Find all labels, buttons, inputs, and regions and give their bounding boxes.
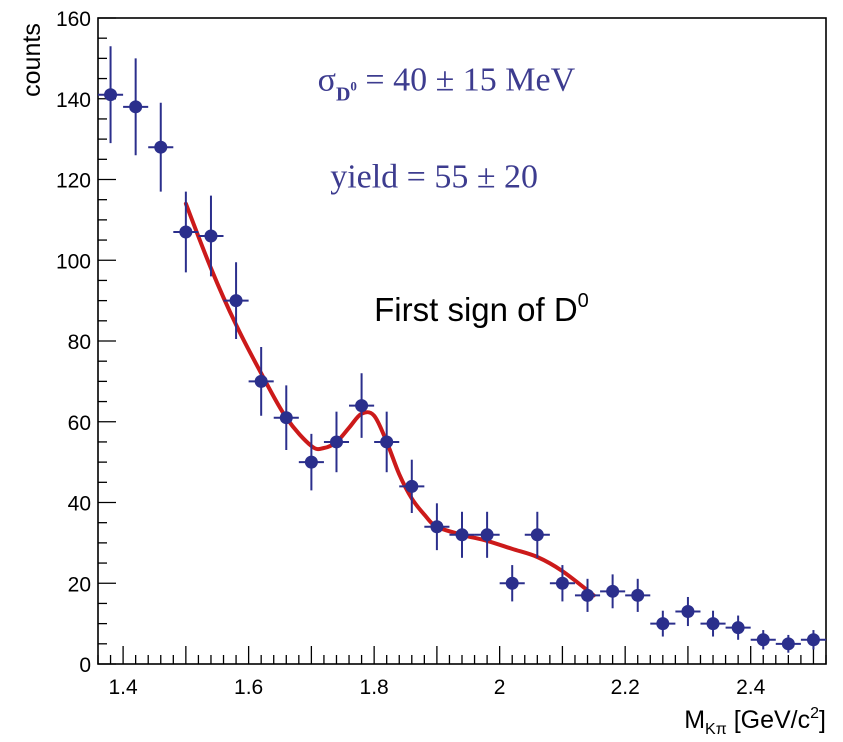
data-point bbox=[650, 610, 676, 637]
data-point bbox=[298, 433, 324, 491]
point-marker bbox=[656, 617, 670, 631]
point-marker bbox=[329, 435, 343, 449]
data-point bbox=[549, 565, 575, 602]
data-point bbox=[173, 191, 199, 273]
y-tick-label: 80 bbox=[68, 331, 91, 354]
data-point bbox=[424, 503, 450, 551]
data-point bbox=[323, 411, 350, 473]
point-marker bbox=[756, 633, 770, 647]
y-tick-label: 120 bbox=[56, 170, 91, 193]
data-point bbox=[349, 373, 375, 438]
yield-annotation: yield = 55 ± 20 bbox=[330, 159, 538, 196]
point-marker bbox=[405, 479, 419, 493]
point-marker bbox=[154, 140, 168, 154]
y-tick-label: 60 bbox=[68, 412, 91, 435]
data-point bbox=[449, 511, 475, 558]
data-point bbox=[198, 195, 224, 277]
y-tick-label: 160 bbox=[56, 8, 91, 31]
data-point bbox=[148, 102, 174, 192]
y-tick-label: 0 bbox=[79, 654, 91, 677]
data-point bbox=[725, 615, 751, 640]
first-sign-annotation: First sign of D0 bbox=[374, 290, 589, 328]
data-point bbox=[524, 511, 550, 558]
point-marker bbox=[104, 88, 118, 102]
point-marker bbox=[204, 229, 218, 243]
data-point bbox=[700, 610, 726, 637]
point-marker bbox=[254, 374, 268, 388]
data-point bbox=[574, 578, 601, 612]
x-axis-title: MKπ [GeV/c2] bbox=[684, 705, 826, 738]
fit-curve bbox=[183, 201, 596, 598]
data-point bbox=[499, 565, 525, 602]
sigma-annotation: σD0 = 40 ± 15 MeV bbox=[318, 62, 576, 106]
data-point bbox=[123, 58, 149, 156]
point-marker bbox=[606, 584, 620, 598]
point-marker bbox=[129, 100, 143, 114]
x-tick-label: 2.4 bbox=[736, 676, 766, 699]
point-marker bbox=[480, 528, 494, 542]
x-tick-label: 1.8 bbox=[360, 676, 389, 699]
point-marker bbox=[530, 528, 544, 542]
data-point bbox=[98, 46, 124, 144]
y-tick-label: 140 bbox=[56, 89, 91, 112]
data-point bbox=[800, 630, 826, 650]
x-tick-label: 1.6 bbox=[234, 676, 263, 699]
data-point bbox=[775, 634, 801, 653]
y-axis bbox=[98, 17, 116, 665]
x-tick-label: 2.2 bbox=[611, 676, 640, 699]
point-marker bbox=[304, 455, 318, 469]
point-marker bbox=[430, 520, 444, 534]
point-marker bbox=[179, 225, 193, 239]
point-marker bbox=[631, 588, 645, 602]
point-marker bbox=[806, 633, 820, 647]
y-axis-title: counts bbox=[18, 23, 46, 97]
point-marker bbox=[279, 411, 293, 425]
data-point bbox=[248, 347, 274, 416]
y-tick-label: 40 bbox=[68, 493, 91, 516]
point-marker bbox=[355, 399, 369, 413]
x-axis bbox=[97, 646, 827, 664]
point-marker bbox=[229, 294, 243, 308]
x-tick-label: 1.4 bbox=[109, 676, 139, 699]
y-tick-labels: 0 20 40 60 80 100 120 140 160 bbox=[56, 8, 91, 677]
y-tick-label: 20 bbox=[68, 573, 91, 596]
point-marker bbox=[455, 528, 469, 542]
data-point bbox=[223, 262, 249, 339]
plot-frame bbox=[97, 17, 827, 665]
data-point bbox=[750, 630, 776, 650]
data-point bbox=[625, 578, 651, 612]
data-point bbox=[273, 385, 299, 451]
point-marker bbox=[706, 617, 720, 631]
point-marker bbox=[380, 435, 394, 449]
point-marker bbox=[681, 605, 695, 619]
data-points bbox=[98, 46, 826, 653]
point-marker bbox=[505, 576, 519, 590]
x-tick-label: 2 bbox=[494, 676, 506, 699]
data-point bbox=[474, 511, 500, 558]
data-point bbox=[600, 574, 626, 609]
data-point bbox=[399, 459, 425, 513]
y-tick-label: 100 bbox=[56, 250, 91, 273]
x-tick-labels: 1.4 1.6 1.8 2 2.2 2.4 bbox=[109, 676, 766, 699]
data-point bbox=[374, 411, 400, 473]
data-point bbox=[675, 596, 701, 627]
point-marker bbox=[781, 637, 795, 651]
point-marker bbox=[555, 576, 569, 590]
point-marker bbox=[731, 621, 745, 635]
point-marker bbox=[581, 588, 595, 602]
